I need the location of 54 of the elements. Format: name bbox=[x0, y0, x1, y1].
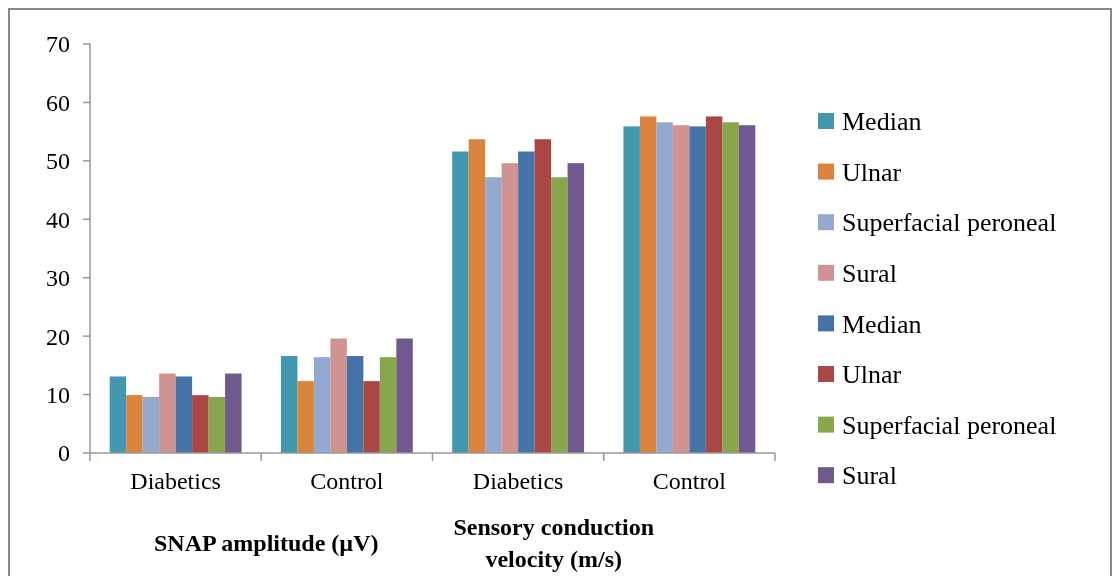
bar bbox=[142, 396, 160, 453]
y-tick-label: 60 bbox=[46, 89, 70, 116]
bar bbox=[534, 139, 552, 453]
y-tick-label: 30 bbox=[46, 265, 70, 292]
x-tick-label: Control bbox=[310, 468, 384, 494]
bar bbox=[722, 122, 739, 453]
bar bbox=[396, 338, 413, 453]
bar bbox=[738, 125, 756, 453]
bar bbox=[656, 122, 673, 453]
bar bbox=[297, 381, 314, 453]
bar bbox=[501, 163, 519, 453]
bar bbox=[363, 381, 380, 453]
bar bbox=[192, 395, 209, 453]
bar bbox=[379, 357, 397, 453]
x-tick-label: Diabetics bbox=[130, 468, 221, 494]
legend-label: Superfacial peroneal bbox=[842, 410, 1057, 440]
y-tick-label: 10 bbox=[46, 381, 70, 408]
legend-label: Ulnar bbox=[842, 360, 902, 390]
bar bbox=[225, 373, 242, 453]
bar bbox=[551, 177, 568, 453]
y-tick-label: 50 bbox=[46, 148, 70, 175]
bar bbox=[623, 126, 640, 453]
bar bbox=[468, 139, 486, 453]
y-tick-label: 20 bbox=[46, 323, 70, 350]
bar bbox=[705, 116, 723, 453]
y-tick-label: 70 bbox=[46, 31, 70, 58]
text: Sensory conduction velocity (m/s) bbox=[453, 514, 655, 572]
legend-label: Ulnar bbox=[842, 157, 902, 187]
bar bbox=[452, 151, 469, 453]
y-tick-label: 40 bbox=[46, 206, 70, 233]
bar bbox=[672, 125, 690, 453]
bar bbox=[639, 116, 657, 453]
text: SNAP amplitude (µV) bbox=[153, 530, 379, 556]
bar bbox=[330, 338, 347, 453]
bar bbox=[109, 376, 127, 453]
x-tick-label: Diabetics bbox=[472, 468, 564, 494]
bar bbox=[313, 357, 331, 453]
legend-label: Median bbox=[842, 309, 922, 339]
bar bbox=[159, 373, 176, 453]
legend-label: Superfacial peroneal bbox=[842, 208, 1057, 238]
legend-label: Sural bbox=[842, 461, 897, 491]
bar bbox=[280, 356, 298, 453]
bar bbox=[485, 177, 502, 453]
bar bbox=[518, 151, 535, 453]
y-tick-label: 0 bbox=[58, 440, 70, 467]
bar bbox=[567, 163, 585, 453]
bar bbox=[689, 126, 706, 453]
legend-label: Sural bbox=[842, 258, 897, 288]
bar bbox=[208, 396, 226, 453]
x-tick-label: Control bbox=[652, 468, 727, 494]
legend-label: Median bbox=[842, 107, 922, 137]
bar bbox=[346, 356, 364, 453]
bar bbox=[175, 376, 193, 453]
bar bbox=[126, 395, 143, 453]
